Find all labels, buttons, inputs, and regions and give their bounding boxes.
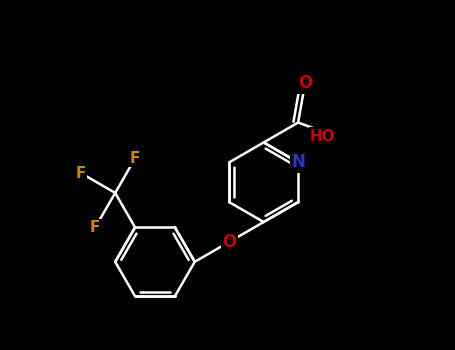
Text: F: F bbox=[130, 151, 140, 166]
Text: F: F bbox=[76, 166, 86, 181]
Text: O: O bbox=[298, 74, 312, 92]
Text: N: N bbox=[291, 153, 305, 172]
Text: HO: HO bbox=[310, 129, 335, 144]
Text: F: F bbox=[90, 220, 101, 235]
Text: O: O bbox=[222, 233, 236, 251]
